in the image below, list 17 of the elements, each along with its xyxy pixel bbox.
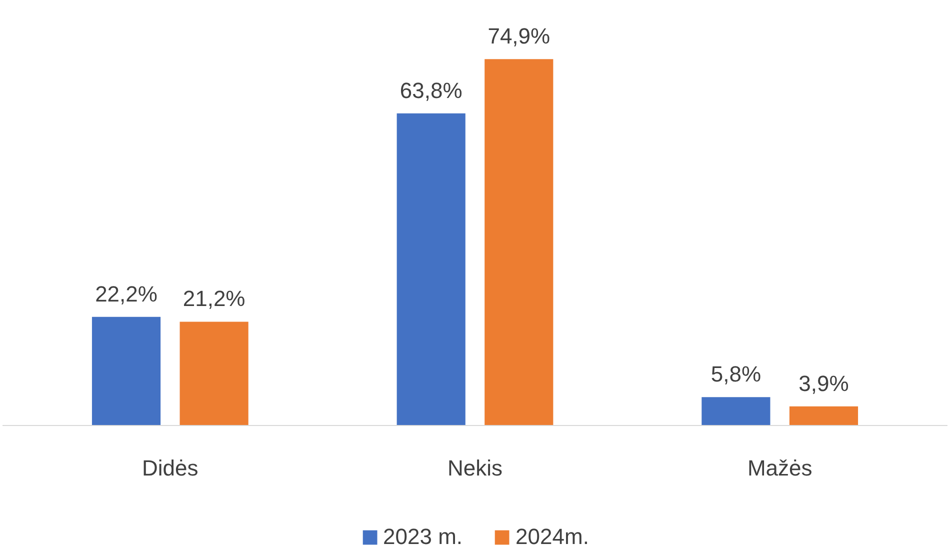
data-label: 74,9% [488,23,550,48]
data-label: 21,2% [182,286,246,312]
bar [702,397,770,426]
legend-label: 2024m. [516,524,589,550]
legend-label: 2023 m. [383,524,463,550]
data-label: 5,8% [710,362,762,387]
bar [789,406,858,426]
bar [484,59,554,426]
data-label: 22,2% [95,281,158,306]
bar [92,316,161,426]
data-label: 63,8% [400,78,462,103]
data-label: 3,9% [798,370,849,396]
x-tick-label: Nekis [447,456,503,480]
bar [180,322,248,426]
bar [396,113,466,426]
x-tick-label: Didės [142,456,198,480]
x-tick-label: Mažės [747,456,812,480]
